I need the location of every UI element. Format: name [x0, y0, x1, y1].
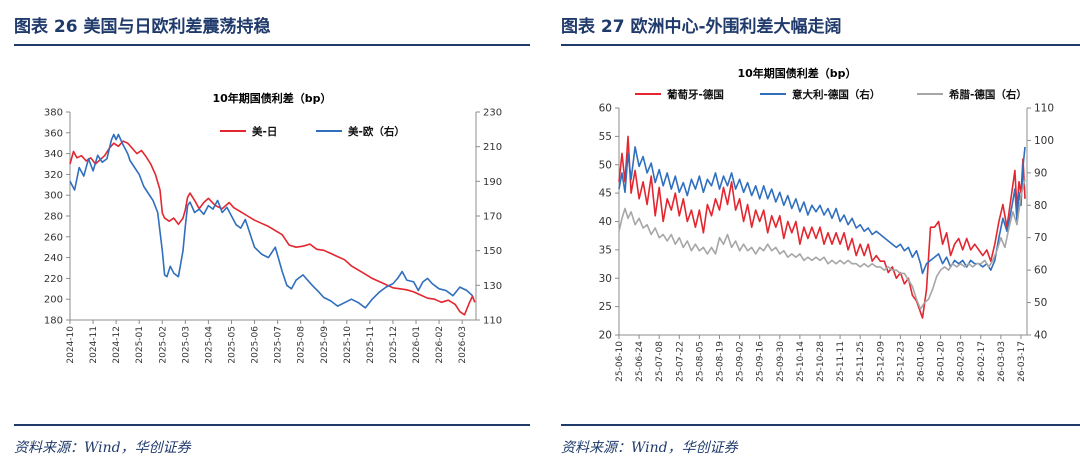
- y-tick-label-left: 30: [599, 273, 612, 285]
- x-tick-label: 25-07-08: [655, 341, 665, 382]
- figure-title: 图表 26 美国与日欧利差震荡持稳: [14, 17, 271, 37]
- y-tick-label-right: 190: [483, 177, 502, 188]
- spread-chart-euro: 10年期国债利差（bp） 20 25 30 35 40 45 50 55 60 40 50 60 70 80…: [599, 66, 1054, 382]
- x-tick-label: 26-02-17: [977, 341, 987, 382]
- y-tick-label-left: 45: [599, 188, 612, 200]
- series-line-1: [69, 140, 476, 316]
- x-tick-label: 25-10-14: [796, 341, 806, 382]
- x-tick-label: 25-11-25: [856, 341, 866, 382]
- y-tick-label-right: 70: [1034, 232, 1047, 244]
- y-tick-label-left: 180: [44, 316, 63, 327]
- y-tick-label-right: 60: [1034, 265, 1047, 277]
- figure-title: 图表 27 欧洲中心-外围利差大幅走阔: [561, 17, 842, 37]
- y-tick-label-left: 20: [599, 330, 612, 342]
- title-divider: [561, 44, 1080, 46]
- spread-chart-us: 10年期国债利差（bp） 180 200 220 240 260 280 300 320 340 3…: [44, 91, 502, 364]
- y-tick-label-right: 130: [483, 281, 502, 292]
- x-tick-label: 2025-09: [320, 326, 330, 364]
- y-tick-label-right: 100: [1034, 135, 1054, 147]
- x-tick-label: 2025-05: [227, 326, 237, 364]
- x-tick-label: 2025-04: [204, 326, 214, 364]
- x-tick-label: 25-09-02: [736, 341, 746, 382]
- y-tick-label-left: 55: [599, 131, 612, 143]
- x-tick-label: 25-06-24: [635, 341, 645, 382]
- x-tick-label: 2024-12: [112, 326, 122, 364]
- x-tick-label: 2026-01: [412, 326, 422, 364]
- x-tick-label: 2025-03: [181, 326, 191, 364]
- x-tick-label: 25-12-23: [896, 341, 906, 382]
- legend-label: 美-日: [252, 125, 277, 138]
- legend-label: 意大利-德国（右）: [792, 88, 880, 101]
- y-tick-label-left: 260: [44, 232, 63, 243]
- x-tick-label: 25-08-19: [715, 341, 725, 382]
- series-line-2: [69, 133, 474, 309]
- chart-title: 10年期国债利差（bp）: [737, 66, 856, 80]
- y-tick-label-left: 35: [599, 244, 612, 256]
- y-tick-label-left: 40: [599, 216, 612, 228]
- x-tick-label: 26-01-20: [937, 341, 947, 382]
- x-tick-label: 2024-11: [89, 326, 99, 364]
- x-tick-label: 2026-02: [435, 326, 445, 364]
- x-tick-label: 2025-02: [158, 326, 168, 364]
- source-divider: [14, 424, 530, 426]
- y-tick-label-left: 240: [44, 253, 63, 264]
- series-line-2: [618, 146, 1026, 275]
- y-tick-label-left: 200: [44, 295, 63, 306]
- x-tick-label: 25-06-10: [615, 341, 625, 382]
- y-tick-label-left: 360: [44, 128, 63, 139]
- y-tick-label-left: 340: [44, 149, 63, 160]
- y-tick-label-left: 60: [599, 103, 612, 115]
- x-tick-label: 2025-06: [251, 326, 261, 364]
- y-tick-label-right: 230: [483, 108, 502, 119]
- x-tick-label: 26-03-17: [1017, 341, 1027, 382]
- x-tick-label: 2025-07: [274, 326, 284, 364]
- y-tick-label-right: 170: [483, 212, 502, 223]
- y-tick-label-right: 110: [483, 316, 502, 327]
- source-note: 资料来源：Wind，华创证券: [14, 440, 191, 456]
- series-line-3: [618, 179, 1026, 310]
- source-divider: [561, 424, 1080, 426]
- x-tick-label: 25-08-05: [695, 341, 705, 382]
- title-divider: [14, 44, 530, 46]
- y-tick-label-right: 50: [1034, 297, 1047, 309]
- x-tick-label: 2025-12: [389, 326, 399, 364]
- x-tick-label: 25-09-30: [776, 341, 786, 382]
- x-tick-label: 26-02-03: [957, 341, 967, 382]
- figure-26: 图表 26 美国与日欧利差震荡持稳 10年期国债利差（bp） 180 200 220 2…: [0, 0, 530, 466]
- x-tick-label: 2026-03: [458, 326, 468, 364]
- series-line-1: [618, 135, 1026, 319]
- x-tick-label: 26-01-06: [916, 341, 926, 382]
- x-tick-label: 2025-11: [366, 326, 376, 364]
- y-tick-label-left: 300: [44, 191, 63, 202]
- figure-27: 图表 27 欧洲中心-外围利差大幅走阔 10年期国债利差（bp） 20 25 30 35…: [555, 0, 1080, 466]
- y-tick-label-right: 110: [1034, 103, 1054, 115]
- x-tick-label: 2025-10: [343, 326, 353, 364]
- y-tick-label-left: 320: [44, 170, 63, 181]
- chart-title: 10年期国债利差（bp）: [212, 91, 331, 105]
- y-tick-label-right: 210: [483, 142, 502, 153]
- y-tick-label-left: 50: [599, 159, 612, 171]
- y-tick-label-right: 40: [1034, 330, 1047, 342]
- y-tick-label-left: 220: [44, 274, 63, 285]
- x-tick-label: 2025-08: [297, 326, 307, 364]
- x-tick-label: 2025-01: [135, 326, 145, 364]
- y-tick-label-left: 380: [44, 108, 63, 119]
- legend-label: 美-欧（右）: [348, 125, 405, 138]
- y-tick-label-left: 25: [599, 301, 612, 313]
- source-note: 资料来源：Wind，华创证券: [561, 440, 738, 456]
- y-tick-label-right: 80: [1034, 200, 1047, 212]
- x-tick-label: 25-12-09: [876, 341, 886, 382]
- x-tick-label: 2024-10: [66, 326, 76, 364]
- y-tick-label-right: 150: [483, 246, 502, 257]
- y-tick-label-left: 280: [44, 212, 63, 223]
- x-tick-label: 26-03-03: [997, 341, 1007, 382]
- x-tick-label: 25-09-16: [756, 341, 766, 382]
- x-tick-label: 25-10-28: [816, 341, 826, 382]
- y-tick-label-right: 90: [1034, 167, 1047, 179]
- legend-label: 希腊-德国（右）: [948, 88, 1027, 101]
- x-tick-label: 25-07-22: [675, 341, 685, 382]
- legend-label: 葡萄牙-德国: [666, 88, 724, 101]
- x-tick-label: 25-11-11: [836, 341, 846, 382]
